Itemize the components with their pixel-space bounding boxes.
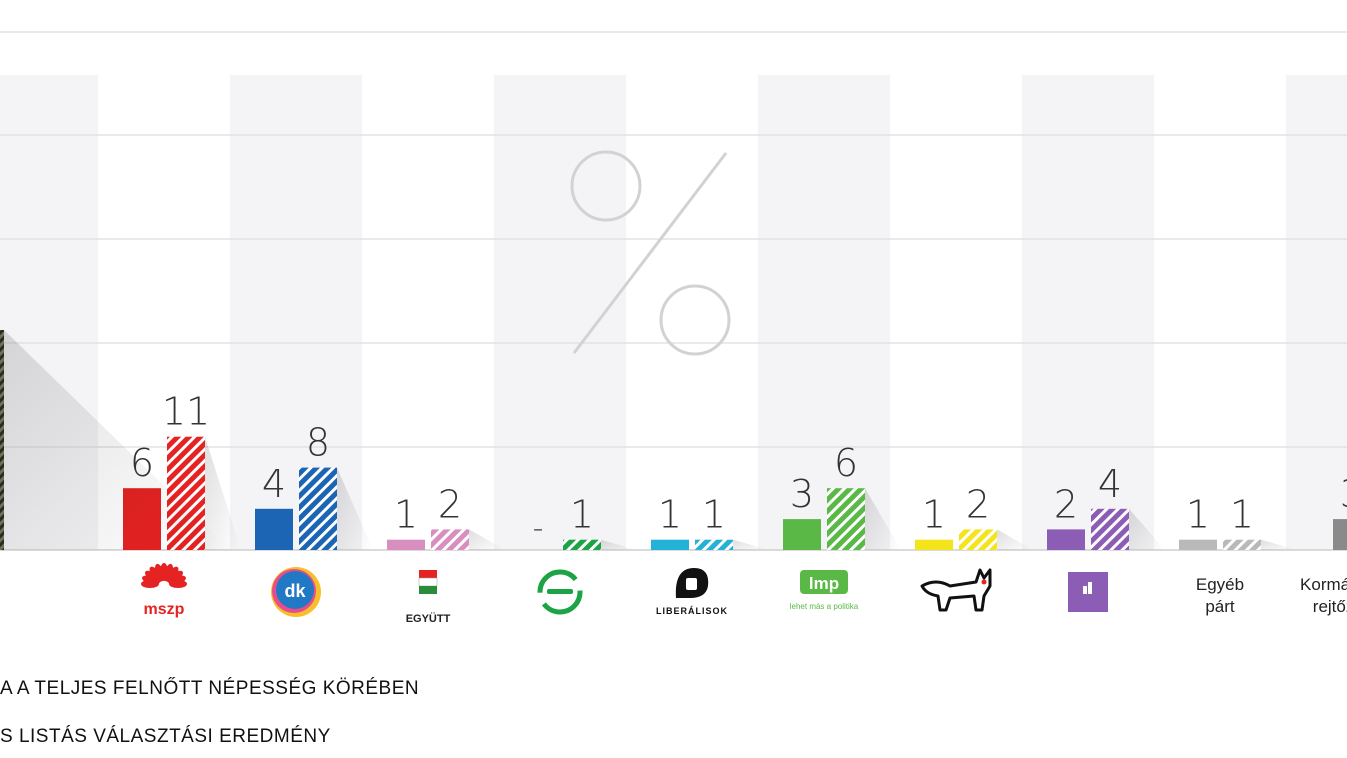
party-logos: mszp dk EGYÜTT LIBERÁLISOK lmp lehet más a po…	[141, 563, 1347, 625]
value-label-list-result: 8	[306, 421, 330, 465]
kormanyvalto-label: Kormányváltó rejtőzködő	[1300, 575, 1347, 616]
legend-line-2: S LISTÁS VÁLASZTÁSI EREDMÉNY	[0, 726, 331, 747]
value-label-list-result: 4	[1098, 462, 1122, 506]
value-label-list-result: 1	[1230, 493, 1254, 537]
bar-shadow	[469, 529, 505, 550]
column-band	[1154, 75, 1286, 550]
bar-shadow	[733, 539, 769, 550]
watermark-slash	[572, 152, 728, 354]
background-layer	[0, 75, 1347, 550]
bar-shadow	[205, 436, 241, 550]
lmp-logo-icon: lmp lehet más a politika	[790, 570, 859, 611]
watermark-circle-bottom	[659, 284, 731, 356]
bar-list-result	[1223, 539, 1261, 550]
lmp-tagline-text: lehet más a politika	[790, 602, 859, 611]
column-band	[758, 75, 890, 550]
value-label-population: 6	[130, 441, 154, 485]
bar-population	[1179, 539, 1217, 550]
legend-line-1: A A TELJES FELNŐTT NÉPESSÉG KÖRÉBEN	[0, 678, 420, 699]
value-label-list-result: 2	[438, 482, 462, 526]
bar-shadow	[865, 488, 901, 550]
value-label-population: 2	[1054, 482, 1078, 526]
liberalisok-logo-text: LIBERÁLISOK	[656, 606, 728, 616]
bar-list-result	[431, 529, 469, 550]
svg-text:párt: párt	[1205, 597, 1235, 616]
value-label-population: -	[533, 511, 544, 546]
bar-shadow	[337, 467, 373, 550]
momentum-logo-icon	[1068, 572, 1108, 612]
bar-list-result	[299, 467, 337, 550]
bar-population	[1047, 529, 1085, 550]
column-band	[626, 75, 758, 550]
egyutt-logo-icon: EGYÜTT	[406, 570, 451, 625]
bar-list-result	[563, 539, 601, 550]
svg-text:Kormányváltó: Kormányváltó	[1300, 575, 1347, 594]
bar-shadow	[997, 529, 1033, 550]
mszp-logo-text: mszp	[144, 601, 185, 618]
bar-population	[783, 519, 821, 550]
bar-shadow	[1129, 508, 1165, 550]
mszp-logo-icon: mszp	[141, 563, 187, 618]
watermark-circle-top	[570, 150, 642, 222]
bar-shadow	[601, 539, 637, 550]
parbeszed-logo-icon	[537, 569, 583, 615]
dk-logo-icon: dk	[271, 567, 321, 617]
bar-population	[651, 539, 689, 550]
percent-watermark	[570, 150, 731, 356]
egyutt-logo-text: EGYÜTT	[406, 612, 451, 625]
bars	[0, 330, 1347, 550]
value-label-population: 4	[262, 462, 286, 506]
value-label-list-result: 1	[570, 493, 594, 537]
column-band	[1022, 75, 1154, 550]
liberalisok-logo-icon: LIBERÁLISOK	[656, 568, 728, 616]
bar-list-result	[1333, 519, 1347, 550]
bar-list-result	[827, 488, 865, 550]
value-label-population: 3	[790, 472, 814, 516]
bar-list-result	[1091, 508, 1129, 550]
value-label-population: 1	[394, 493, 418, 537]
bar-list-result	[695, 539, 733, 550]
egyeb-part-label: Egyéb párt	[1196, 575, 1244, 616]
lmp-logo-text: lmp	[809, 574, 839, 593]
bar-list-result	[959, 529, 997, 550]
bar-population	[255, 508, 293, 550]
bar-shadow	[1261, 539, 1297, 550]
value-label-list-result: 6	[834, 441, 858, 485]
dk-logo-text: dk	[284, 581, 306, 601]
value-label-list-result: 1	[702, 493, 726, 537]
column-band	[362, 75, 494, 550]
value-label-population: 1	[1186, 493, 1210, 537]
bar-shadow	[4, 330, 230, 550]
svg-text:rejtőzködő: rejtőzködő	[1313, 597, 1347, 616]
value-label-list-result: 11	[162, 390, 210, 434]
bar-list-result-cutoff	[0, 330, 4, 550]
svg-text:Egyéb: Egyéb	[1196, 575, 1244, 594]
value-label-population: 1	[658, 493, 682, 537]
bar-population	[387, 539, 425, 550]
column-band	[1286, 75, 1347, 550]
bar-population	[915, 539, 953, 550]
column-band	[890, 75, 1022, 550]
column-band	[230, 75, 362, 550]
value-label-population: 1	[922, 493, 946, 537]
dog-logo-icon	[920, 568, 992, 612]
value-label-list-result: 3	[1340, 472, 1347, 516]
value-label-list-result: 2	[966, 482, 990, 526]
